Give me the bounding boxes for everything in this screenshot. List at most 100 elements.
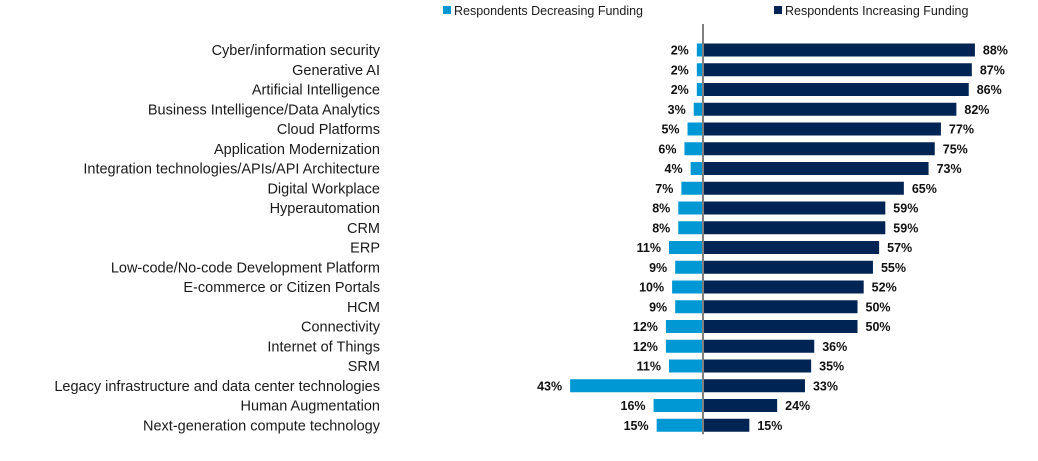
data-label-increasing: 59% [893,202,918,216]
bar-decreasing [675,260,703,274]
data-label-increasing: 24% [785,399,810,413]
bar-increasing [703,102,957,116]
bar-decreasing [675,300,703,314]
data-label-decreasing: 2% [671,63,689,77]
category-label: Next-generation compute technology [143,418,381,434]
category-label: E-commerce or Citizen Portals [183,280,380,296]
data-label-increasing: 35% [819,360,844,374]
bar-increasing [703,280,864,294]
category-label: CRM [347,221,380,237]
legend-swatch-increasing [774,6,782,14]
data-label-increasing: 52% [872,281,897,295]
bar-decreasing [693,102,703,116]
category-label: Internet of Things [267,339,380,355]
bar-decreasing [684,142,703,156]
bar-increasing [703,142,935,156]
bar-decreasing [665,339,703,353]
data-label-decreasing: 8% [652,202,670,216]
category-label: Cyber/information security [212,43,381,59]
legend-swatch-decreasing [443,6,451,14]
data-label-decreasing: 10% [639,281,664,295]
data-label-increasing: 15% [757,419,782,433]
bar-decreasing [656,418,703,432]
bar-increasing [703,43,975,57]
data-label-decreasing: 43% [537,379,562,393]
data-label-increasing: 65% [912,182,937,196]
bar-decreasing [678,201,703,215]
data-label-increasing: 33% [813,379,838,393]
decreasing-bars [570,43,703,432]
data-label-decreasing: 11% [637,360,661,374]
bar-increasing [703,162,929,175]
data-label-increasing: 87% [980,63,1005,77]
data-label-decreasing: 7% [655,182,673,196]
category-label: Business Intelligence/Data Analytics [148,102,380,118]
bar-decreasing [696,83,703,96]
data-label-decreasing: 5% [661,123,679,137]
data-label-decreasing: 12% [633,320,658,334]
data-label-increasing: 36% [822,340,847,354]
legend: Respondents Decreasing Funding Responden… [443,4,969,18]
bar-increasing [703,221,886,235]
category-label: Legacy infrastructure and data center te… [54,379,380,395]
bar-increasing [703,260,873,274]
data-label-increasing: 82% [964,103,989,117]
category-label: Low-code/No-code Development Platform [111,260,380,276]
bar-increasing [703,399,778,412]
category-label: Integration technologies/APIs/API Archit… [83,162,380,178]
data-label-decreasing: 3% [668,103,686,117]
bar-increasing [703,201,886,215]
bar-increasing [703,359,812,373]
data-label-decreasing: 8% [652,221,670,235]
category-label: Application Modernization [214,142,380,158]
data-label-decreasing: 6% [658,142,676,156]
bar-increasing [703,300,858,314]
category-label: HCM [347,300,380,316]
category-label: Connectivity [301,320,381,336]
category-label: Generative AI [292,63,380,79]
category-label: Hyperautomation [270,201,380,217]
data-label-decreasing: 2% [671,44,689,58]
data-label-decreasing: 11% [637,241,661,255]
bar-decreasing [690,162,703,175]
bar-decreasing [653,399,703,412]
data-label-decreasing: 2% [671,83,689,97]
bar-decreasing [696,43,703,57]
category-label: ERP [350,241,380,257]
bar-decreasing [678,221,703,235]
data-label-decreasing: 4% [665,162,683,176]
category-labels: Cyber/information security Generative AI A… [54,43,380,434]
bar-increasing [703,418,750,432]
bar-increasing [703,122,941,136]
bar-decreasing [687,122,703,136]
bar-decreasing [696,63,703,77]
data-label-increasing: 57% [887,241,912,255]
data-label-decreasing: 9% [649,261,667,275]
bar-increasing [703,181,904,195]
data-label-increasing: 75% [943,142,968,156]
category-label: SRM [348,359,380,375]
bar-increasing [703,83,969,96]
category-label: Cloud Platforms [277,122,380,138]
bar-decreasing [665,320,703,333]
bar-increasing [703,379,805,393]
data-label-decreasing: 16% [621,399,646,413]
legend-label-decreasing: Respondents Decreasing Funding [454,4,643,18]
data-label-increasing: 86% [977,83,1002,97]
bar-increasing [703,320,858,333]
data-label-increasing: 88% [983,44,1008,58]
category-label: Digital Workplace [267,181,380,197]
category-label: Human Augmentation [241,399,380,415]
data-label-increasing: 73% [937,162,962,176]
data-label-increasing: 59% [893,221,918,235]
bar-decreasing [669,241,703,254]
data-label-increasing: 50% [866,300,891,314]
bar-decreasing [681,181,703,195]
bar-increasing [703,63,972,77]
data-label-decreasing: 15% [624,419,649,433]
bar-increasing [703,339,815,353]
data-label-decreasing: 9% [649,300,667,314]
data-labels: 2% 88% 2% 87% 2% 86% 3% 82% 5% 77% 6% 75% 4% 73% 7% 65%… [537,44,1008,433]
bar-decreasing [672,280,703,294]
increasing-bars [703,43,975,432]
